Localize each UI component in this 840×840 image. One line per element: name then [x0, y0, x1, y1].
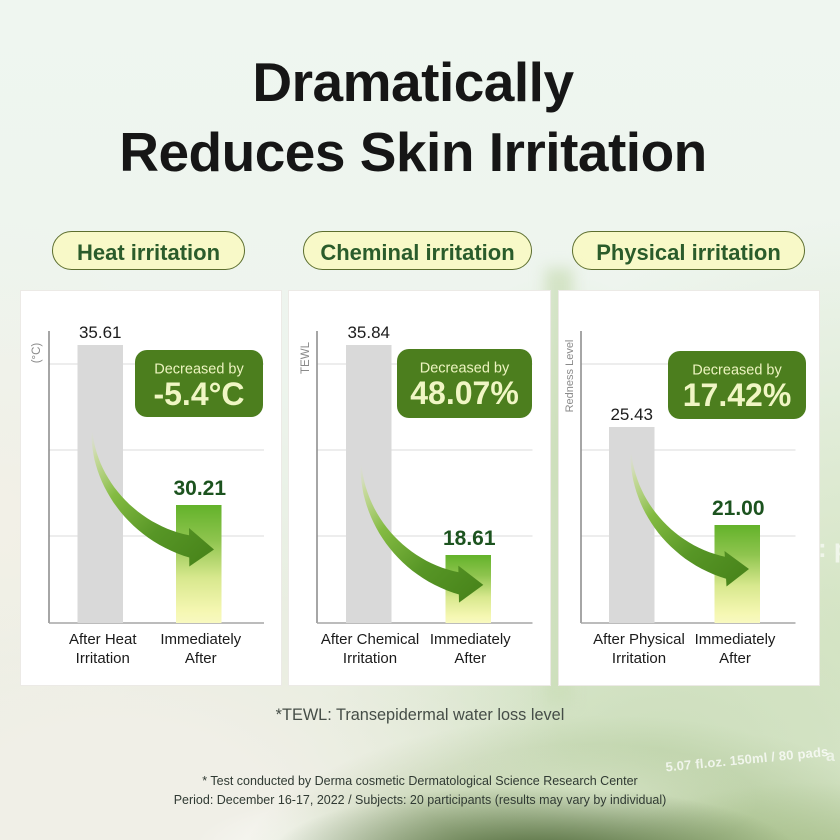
svg-text:(°C): (°C) — [31, 343, 43, 364]
svg-text:Immediately: Immediately — [695, 631, 776, 648]
svg-text:Irritation: Irritation — [76, 650, 130, 667]
svg-text:After Chemical: After Chemical — [321, 631, 419, 648]
svg-text:35.84: 35.84 — [347, 323, 390, 342]
svg-text:48.07%: 48.07% — [410, 375, 519, 411]
svg-text:After: After — [719, 650, 751, 667]
svg-text:After: After — [185, 650, 217, 667]
svg-text:Decreased by: Decreased by — [420, 361, 510, 377]
svg-text:After: After — [454, 650, 486, 667]
svg-text:After Heat: After Heat — [69, 631, 137, 648]
svg-text:Redness Level: Redness Level — [564, 340, 576, 413]
svg-text:TEWL: TEWL — [300, 341, 312, 374]
svg-text:Irritation: Irritation — [612, 650, 666, 667]
svg-text:25.43: 25.43 — [610, 405, 653, 424]
svg-text:35.61: 35.61 — [79, 323, 122, 342]
svg-text:Immediately: Immediately — [160, 631, 241, 648]
svg-text:Decreased by: Decreased by — [154, 362, 244, 378]
svg-text:Decreased by: Decreased by — [692, 363, 782, 379]
svg-text:21.00: 21.00 — [712, 497, 765, 520]
svg-text:17.42%: 17.42% — [683, 377, 792, 413]
svg-text:Immediately: Immediately — [430, 631, 511, 648]
svg-text:-5.4°C: -5.4°C — [153, 376, 244, 412]
svg-text:18.61: 18.61 — [443, 527, 496, 550]
svg-text:30.21: 30.21 — [173, 477, 226, 500]
svg-text:Irritation: Irritation — [343, 650, 397, 667]
svg-text:After Physical: After Physical — [593, 631, 685, 648]
